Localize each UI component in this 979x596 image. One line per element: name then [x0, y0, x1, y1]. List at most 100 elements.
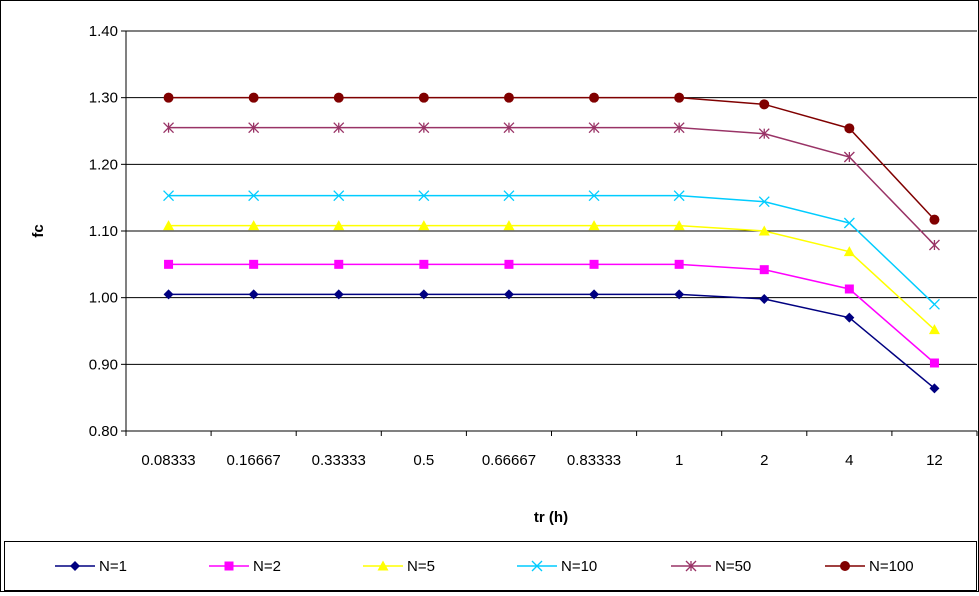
series-N=2 [164, 259, 939, 368]
data-point [503, 220, 515, 231]
data-point [418, 289, 429, 300]
legend-marker [224, 561, 234, 571]
data-point [334, 259, 344, 269]
data-point [843, 246, 855, 257]
data-point [248, 289, 259, 300]
x-tick-label: 0.16667 [227, 452, 281, 469]
x-tick-label: 0.66667 [482, 452, 536, 469]
marker-stroke [673, 190, 685, 202]
data-point [929, 214, 940, 225]
data-point [589, 92, 600, 103]
data-point [503, 92, 514, 103]
x-tick-label: 0.5 [413, 452, 434, 469]
legend-label: N=10 [561, 558, 597, 575]
series-line [168, 293, 935, 389]
data-point [333, 190, 345, 202]
data-point [588, 220, 600, 231]
data-point [163, 289, 174, 300]
legend-item: N=50 [671, 558, 751, 575]
data-point [589, 289, 600, 300]
legend-item: N=1 [55, 558, 127, 575]
data-point [418, 122, 430, 134]
data-point [759, 265, 769, 275]
data-point [673, 190, 685, 202]
data-point [674, 259, 684, 269]
marker-stroke [588, 190, 600, 202]
data-point [673, 220, 685, 231]
data-point [163, 190, 175, 202]
series-line [168, 194, 935, 305]
data-point [759, 294, 770, 304]
legend-label: N=5 [407, 558, 435, 575]
series-line [168, 263, 935, 364]
data-point [843, 151, 855, 163]
data-point [674, 289, 685, 300]
data-point [588, 122, 600, 134]
legend-item: N=10 [517, 558, 597, 575]
x-tick-label: 0.08333 [141, 452, 195, 469]
data-point [844, 123, 855, 134]
x-tick-label: 4 [845, 452, 853, 469]
y-tick-label: 1.30 [89, 90, 118, 107]
data-point [674, 92, 685, 103]
legend-label: N=100 [869, 558, 914, 575]
series-N=1 [163, 289, 940, 394]
y-tick-label: 0.90 [89, 356, 118, 373]
data-point [929, 358, 939, 368]
legend: N=1 N=2 N=5 N=10 N=50 N=100 [4, 541, 977, 591]
y-tick-label: 1.10 [89, 223, 118, 240]
data-point [673, 122, 685, 134]
data-point [758, 225, 770, 236]
data-point [758, 128, 770, 140]
marker-stroke [248, 190, 260, 202]
data-point [928, 239, 940, 251]
legend-svg: N=1 N=2 N=5 N=10 N=50 N=100 [55, 558, 914, 575]
marker-stroke [418, 190, 430, 202]
data-point [589, 259, 599, 269]
data-point [504, 259, 514, 269]
data-point [333, 220, 345, 231]
data-point [418, 190, 430, 202]
series-N=100 [163, 92, 940, 225]
x-tick-label: 0.33333 [312, 452, 366, 469]
data-point [248, 190, 260, 202]
data-point [163, 220, 175, 231]
legend-item: N=2 [209, 558, 281, 575]
legend-marker [840, 561, 850, 571]
data-point [843, 217, 855, 229]
data-point [844, 284, 854, 294]
data-point [163, 92, 174, 103]
y-tick-label: 1.40 [89, 23, 118, 40]
data-point [503, 190, 515, 202]
data-point [333, 92, 344, 103]
legend-label: N=1 [99, 558, 127, 575]
y-tick-label: 1.00 [89, 290, 118, 307]
series-N=5 [163, 220, 940, 335]
y-axis-title: fc [30, 224, 47, 237]
data-point [928, 324, 940, 335]
data-point [588, 190, 600, 202]
data-point [249, 259, 259, 269]
data-point [759, 99, 770, 110]
data-point [928, 298, 940, 310]
legend-marker [70, 561, 80, 571]
data-point [164, 259, 174, 269]
y-tick-label: 0.80 [89, 423, 118, 440]
data-point [248, 122, 260, 134]
series-N=10 [163, 190, 940, 310]
series-line [168, 96, 935, 221]
legend-label: N=50 [715, 558, 751, 575]
legend-item: N=100 [825, 558, 914, 575]
x-tick-label: 12 [926, 452, 943, 469]
legend-marker [685, 560, 697, 572]
data-point [333, 122, 345, 134]
data-point [163, 122, 175, 134]
legend-item: N=5 [363, 558, 435, 575]
x-tick-label: 1 [675, 452, 683, 469]
marker-stroke [531, 560, 543, 572]
legend-marker [377, 560, 389, 571]
data-point [248, 220, 260, 231]
series-N=50 [163, 122, 940, 251]
